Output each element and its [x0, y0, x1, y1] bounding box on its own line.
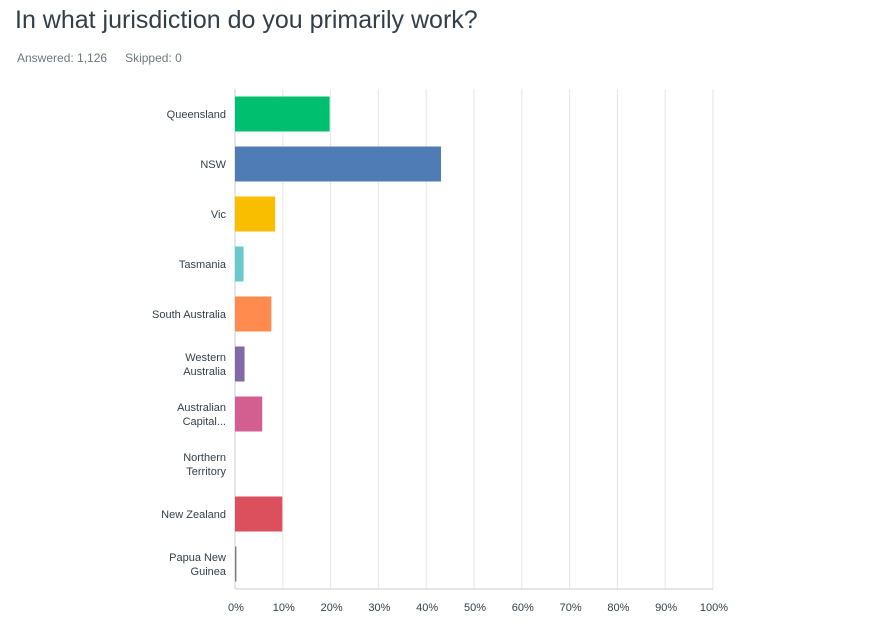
response-stats: Answered: 1,126 Skipped: 0 [17, 51, 182, 65]
x-tick-label: 10% [273, 602, 295, 614]
category-labels: Queensland NSW Vic Tasmania South Australia W… [152, 109, 227, 578]
x-tick-label: 20% [321, 602, 343, 614]
x-tick-label: 80% [607, 602, 629, 614]
category-label: Papua New Guinea [169, 552, 227, 578]
answered-count: Answered: 1,126 [17, 51, 108, 65]
bar[interactable] [235, 96, 330, 132]
x-tick-label: 50% [464, 602, 486, 614]
category-label: Northern Territory [183, 452, 226, 478]
x-tick-label: 90% [655, 602, 677, 614]
bar[interactable] [235, 496, 283, 532]
category-label: Western Australia [183, 352, 227, 378]
bar[interactable] [235, 546, 237, 582]
category-label: Vic [211, 209, 227, 221]
bar[interactable] [235, 396, 263, 432]
category-label: Queensland [167, 109, 226, 121]
x-tick-label: 100% [700, 602, 728, 614]
x-tick-label: 70% [560, 602, 582, 614]
bar[interactable] [235, 246, 244, 282]
category-label: Australian Capital... [177, 402, 226, 428]
category-label: Tasmania [179, 259, 227, 271]
x-tick-label: 30% [368, 602, 390, 614]
category-label: South Australia [152, 309, 227, 321]
bar[interactable] [235, 296, 272, 332]
category-label: NSW [200, 159, 226, 171]
x-tick-label: 60% [512, 602, 534, 614]
category-label: New Zealand [161, 509, 226, 521]
bar[interactable] [235, 346, 245, 382]
skipped-count: Skipped: 0 [125, 51, 182, 65]
bar[interactable] [235, 146, 442, 182]
x-tick-labels: 0% 10% 20% 30% 40% 50% 60% 70% 80% 90% 100% [228, 602, 728, 614]
bar[interactable] [235, 196, 276, 232]
question-title: In what jurisdiction do you primarily wo… [15, 6, 478, 34]
x-tick-label: 40% [416, 602, 438, 614]
x-tick-label: 0% [228, 602, 244, 614]
bars [235, 96, 442, 582]
